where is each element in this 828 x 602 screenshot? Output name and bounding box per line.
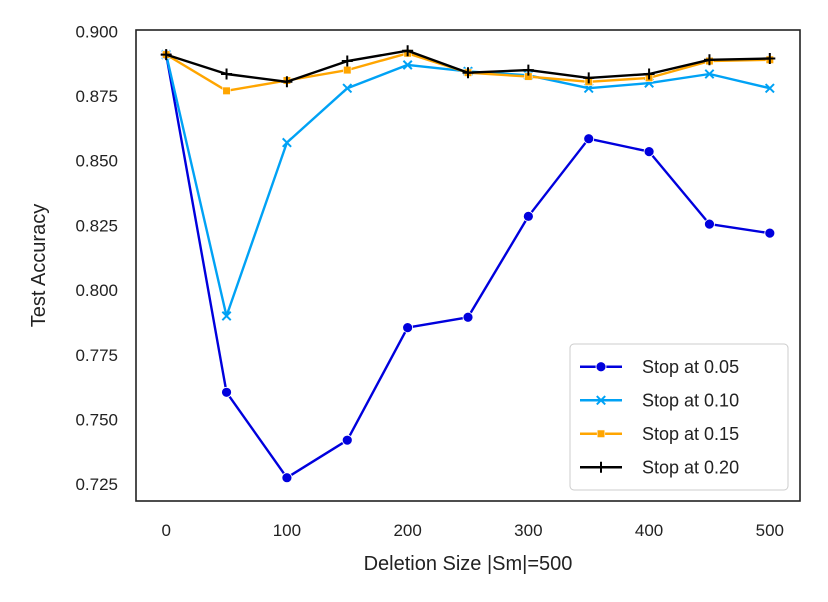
x-axis-ticks: 0 100 200 300 400 500 bbox=[161, 521, 784, 540]
data-point bbox=[221, 68, 233, 80]
data-point bbox=[522, 64, 534, 76]
data-point bbox=[342, 83, 353, 94]
legend-box bbox=[569, 343, 789, 491]
series-group bbox=[160, 45, 776, 484]
data-point bbox=[522, 210, 534, 222]
y-tick-label: 0.900 bbox=[75, 22, 118, 41]
data-point bbox=[341, 55, 353, 67]
data-point bbox=[643, 146, 655, 158]
data-point bbox=[343, 66, 352, 75]
legend-label: Stop at 0.20 bbox=[642, 457, 739, 477]
data-point bbox=[160, 49, 172, 61]
data-point bbox=[282, 137, 292, 148]
y-tick-label: 0.725 bbox=[75, 475, 118, 494]
data-point bbox=[704, 218, 715, 230]
y-tick-label: 0.775 bbox=[75, 346, 118, 365]
data-point bbox=[221, 311, 232, 321]
legend-marker bbox=[595, 461, 607, 473]
data-point bbox=[462, 311, 474, 323]
data-point bbox=[583, 133, 595, 145]
data-point bbox=[281, 472, 293, 484]
y-tick-label: 0.825 bbox=[75, 216, 118, 235]
legend-marker bbox=[596, 429, 606, 438]
y-tick-label: 0.850 bbox=[75, 152, 118, 171]
legend-marker bbox=[596, 395, 606, 406]
legend-label: Stop at 0.15 bbox=[642, 424, 739, 444]
x-tick-label: 0 bbox=[161, 521, 170, 540]
series-2 bbox=[161, 49, 775, 321]
legend-entry: Stop at 0.20 bbox=[580, 457, 739, 477]
data-point bbox=[704, 69, 715, 79]
y-tick-label: 0.875 bbox=[75, 87, 118, 106]
data-point bbox=[221, 386, 232, 398]
x-tick-label: 200 bbox=[393, 521, 421, 540]
y-axis-label: Test Accuracy bbox=[28, 204, 50, 327]
legend-entry: Stop at 0.05 bbox=[580, 357, 739, 377]
series-4 bbox=[160, 45, 776, 88]
x-axis-label: Deletion Size |Sm|=500 bbox=[364, 553, 573, 575]
data-point bbox=[222, 86, 231, 95]
data-point bbox=[281, 76, 293, 88]
legend-marker bbox=[595, 361, 607, 373]
y-axis-ticks: 0.725 0.750 0.775 0.800 0.825 0.850 0.875 0.900 bbox=[75, 22, 118, 494]
series-line bbox=[165, 54, 771, 318]
x-tick-label: 100 bbox=[273, 521, 301, 540]
legend-label: Stop at 0.10 bbox=[642, 390, 739, 410]
data-point bbox=[764, 52, 776, 64]
data-point bbox=[402, 60, 413, 70]
data-point bbox=[402, 322, 414, 334]
legend-entry: Stop at 0.15 bbox=[580, 424, 739, 444]
data-point bbox=[764, 83, 775, 94]
series-1 bbox=[160, 49, 776, 484]
data-point bbox=[462, 67, 474, 79]
data-point bbox=[341, 434, 353, 446]
y-tick-label: 0.800 bbox=[75, 281, 118, 300]
data-point bbox=[703, 54, 715, 66]
data-point bbox=[402, 45, 414, 57]
legend-label: Stop at 0.05 bbox=[642, 357, 739, 377]
legend: Stop at 0.05 Stop at 0.10 Stop at 0.15 Stop… bbox=[569, 343, 789, 491]
data-point bbox=[764, 227, 776, 239]
plot-frame bbox=[135, 29, 801, 502]
x-tick-label: 400 bbox=[635, 521, 663, 540]
legend-entry: Stop at 0.10 bbox=[580, 390, 739, 410]
x-tick-label: 300 bbox=[514, 521, 542, 540]
data-point bbox=[643, 68, 655, 80]
x-tick-label: 500 bbox=[756, 521, 784, 540]
y-tick-label: 0.750 bbox=[75, 410, 118, 429]
data-point bbox=[583, 72, 595, 84]
